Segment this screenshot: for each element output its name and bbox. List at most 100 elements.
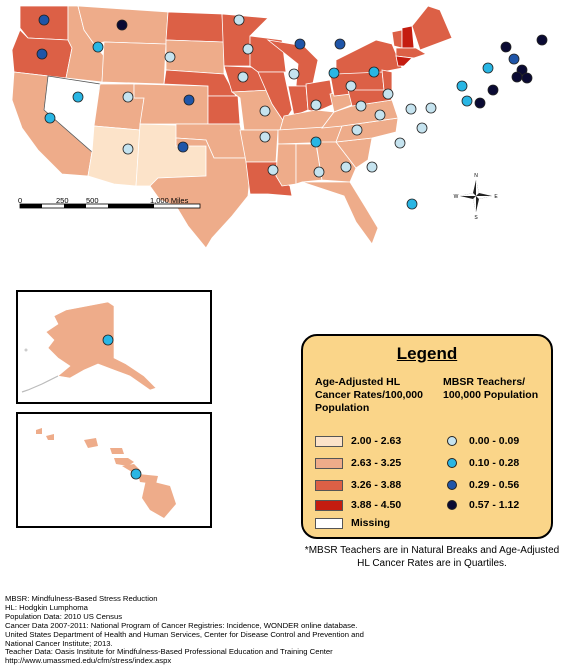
- mbsr-dot-maryland: [461, 95, 473, 107]
- state-maine: [411, 5, 453, 51]
- hawaii-inset: [16, 412, 212, 528]
- mbsr-dot-vermont: [500, 41, 512, 53]
- state-vermont: [391, 29, 403, 49]
- scale-label-250: 250: [56, 196, 69, 205]
- mbsr-dot-alaska: [102, 334, 114, 346]
- mbsr-dot-south-carolina: [394, 137, 406, 149]
- state-arkansas: [239, 129, 279, 163]
- legend-swatch-missing: [315, 517, 343, 529]
- mbsr-dot-michigan: [368, 66, 380, 78]
- legend-dot-3: [447, 480, 457, 490]
- mbsr-dot-utah: [122, 91, 134, 103]
- legend-cancer-label-missing: Missing: [351, 517, 391, 529]
- legend-dot-4: [447, 500, 457, 510]
- hawaii-map: [36, 428, 176, 518]
- mbsr-dot-kansas: [259, 105, 271, 117]
- mbsr-dot-texas: [267, 164, 279, 176]
- state-mississippi: [275, 143, 297, 187]
- mbsr-dot-virginia: [425, 102, 437, 114]
- legend-cancer-class-3: 3.26 - 3.88: [315, 479, 401, 491]
- legend-mbsr-class-1: 0.00 - 0.09: [447, 435, 519, 447]
- legend-mbsr-class-2: 0.10 - 0.28: [447, 457, 519, 469]
- mbsr-dot-louisiana: [328, 67, 340, 79]
- source-line-7: Teacher Data: Oasis Institute for Mindfu…: [5, 647, 333, 657]
- footnote: *MBSR Teachers are in Natural Breaks and…: [304, 545, 560, 569]
- mbsr-dot-oregon: [36, 48, 48, 60]
- source-line-8: http://www.umassmed.edu/cfm/stress/index…: [5, 656, 172, 666]
- mbsr-dot-north-carolina: [416, 122, 428, 134]
- mbsr-dot-georgia: [366, 161, 378, 173]
- alaska-inset: [16, 290, 212, 404]
- mbsr-dot-montana: [116, 19, 128, 31]
- legend-mbsr-label-2: 0.10 - 0.28: [469, 457, 520, 469]
- mbsr-dot-kentucky: [374, 109, 386, 121]
- legend-swatch-2: [315, 457, 343, 469]
- source-line-1: MBSR: Mindfulness-Based Stress Reduction: [5, 594, 158, 603]
- mbsr-dot-new-york: [482, 62, 494, 74]
- alaska-map: [21, 301, 157, 393]
- legend-box: Legend Age-Adjusted HL Cancer Rates/100,…: [301, 334, 553, 539]
- compass-e: E: [494, 194, 498, 200]
- mbsr-dot-indiana: [355, 100, 367, 112]
- legend-swatch-4: [315, 499, 343, 511]
- mbsr-dots: [36, 14, 548, 210]
- legend-dot-2: [447, 458, 457, 468]
- scale-label-500: 500: [86, 196, 99, 205]
- mbsr-dot-illinois: [345, 80, 357, 92]
- mbsr-dot-washington: [38, 14, 50, 26]
- state-north-dakota: [165, 11, 225, 43]
- state-massachusetts: [395, 47, 427, 59]
- legend-title: Legend: [396, 344, 458, 363]
- legend-cancer-label-3: 3.26 - 3.88: [351, 479, 402, 491]
- scale-label-1000: 1,000 Miles: [150, 196, 189, 205]
- mbsr-dot-delaware: [474, 97, 486, 109]
- state-texas: [149, 137, 251, 249]
- mbsr-dot-wisconsin: [334, 38, 346, 50]
- legend-mbsr-label-1: 0.00 - 0.09: [469, 435, 520, 447]
- legend-cancer-label-1: 2.00 - 2.63: [351, 435, 402, 447]
- mbsr-dot-oklahoma: [259, 131, 271, 143]
- legend-mbsr-label-4: 0.57 - 1.12: [469, 499, 520, 511]
- mbsr-dot-south-dakota: [242, 43, 254, 55]
- source-line-6: National Cancer Institute; 2013.: [5, 638, 113, 648]
- mbsr-dot-arkansas: [310, 136, 322, 148]
- mbsr-dot-arizona: [122, 143, 134, 155]
- mbsr-dot-alabama: [340, 161, 352, 173]
- mbsr-dot-hawaii: [130, 468, 142, 480]
- legend-swatch-3: [315, 479, 343, 491]
- state-florida: [301, 181, 379, 245]
- legend-mbsr-label-3: 0.29 - 0.56: [469, 479, 520, 491]
- legend-dot-1: [447, 436, 457, 446]
- legend-cancer-label-2: 2.63 - 3.25: [351, 457, 402, 469]
- mbsr-dot-new-mexico: [177, 141, 189, 153]
- source-line-3: Population Data: 2010 US Census: [5, 611, 123, 621]
- mbsr-dot-new-jersey: [487, 84, 499, 96]
- legend-mbsr-title: MBSR Teachers/ 100,000 Population: [443, 376, 539, 401]
- us-choropleth-map: N S E W: [11, 5, 548, 249]
- source-line-4: Cancer Data 2007-2011: National Program …: [5, 620, 358, 630]
- legend-mbsr-class-4: 0.57 - 1.12: [447, 499, 519, 511]
- mbsr-dot-idaho: [92, 41, 104, 53]
- legend-cancer-class-2: 2.63 - 3.25: [315, 457, 401, 469]
- state-connecticut: [395, 55, 413, 67]
- mbsr-dot-connecticut: [511, 71, 523, 83]
- state-wyoming: [101, 41, 167, 85]
- legend-cancer-class-1: 2.00 - 2.63: [315, 435, 401, 447]
- source-line-5: United States Department of Health and H…: [5, 629, 364, 639]
- mbsr-dot-california: [44, 112, 56, 124]
- mbsr-dot-iowa: [288, 68, 300, 80]
- mbsr-dot-ohio: [382, 88, 394, 100]
- mbsr-dot-new-hampshire: [508, 53, 520, 65]
- legend-cancer-class-4: 3.88 - 4.50: [315, 499, 401, 511]
- mbsr-dot-tennessee: [351, 124, 363, 136]
- legend-cancer-class-missing: Missing: [315, 517, 390, 529]
- mbsr-dot-nebraska: [237, 71, 249, 83]
- mbsr-dot-minnesota: [294, 38, 306, 50]
- compass-w: W: [454, 194, 459, 200]
- mbsr-dot-mississippi: [313, 166, 325, 178]
- scale-label-0: 0: [18, 196, 23, 205]
- legend-cancer-label-4: 3.88 - 4.50: [351, 499, 402, 511]
- compass-n: N: [474, 173, 478, 179]
- mbsr-dot-nevada: [72, 91, 84, 103]
- mbsr-dot-missouri: [310, 99, 322, 111]
